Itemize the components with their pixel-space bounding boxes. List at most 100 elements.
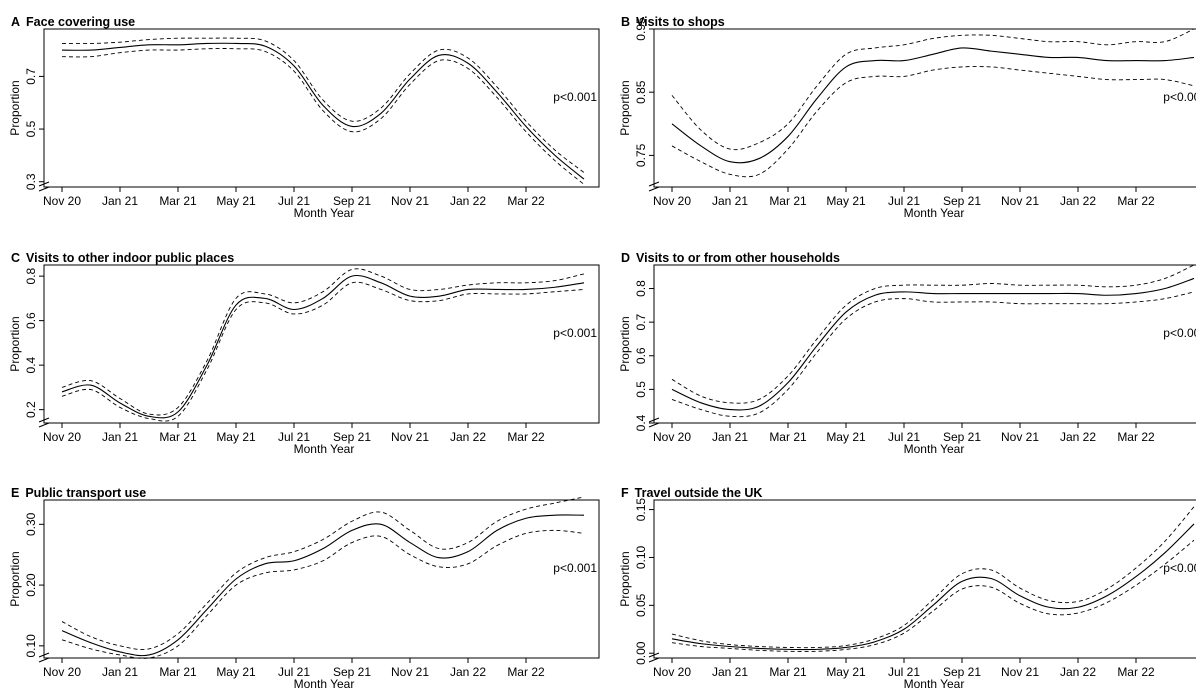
- y-tick-label: 0.8: [24, 267, 38, 284]
- x-tick-label: Jul 21: [888, 430, 920, 444]
- panel-title-text: Travel outside the UK: [635, 486, 763, 500]
- x-tick-label: Jan 21: [102, 430, 138, 444]
- panel-e: E Public transport use 0.10 0.20 0.30 Nov 20 J…: [8, 486, 600, 691]
- series-line-upper: [61, 268, 585, 416]
- x-tick-label: Mar 22: [507, 665, 545, 679]
- y-axis-title: Proportion: [618, 551, 632, 606]
- panel-f: F Travel outside the UK 0.00 0.05 0.10 0.15 No…: [618, 486, 1196, 691]
- y-tick-label: 0.3: [24, 173, 38, 190]
- x-tick-label: Jan 22: [450, 194, 486, 208]
- series-line-estimate: [61, 42, 585, 180]
- plot-frame: [653, 264, 1196, 424]
- x-tick-label: Sep 21: [943, 665, 981, 679]
- y-tick-label: 0.10: [24, 634, 38, 658]
- x-tick-label: Mar 22: [1117, 430, 1155, 444]
- x-tick-label: Nov 20: [653, 194, 691, 208]
- y-tick-label: 0.8: [634, 280, 648, 297]
- series-line-estimate: [671, 523, 1195, 651]
- series-line-estimate: [671, 277, 1195, 411]
- p-value-annotation: p<0.001: [553, 561, 597, 575]
- x-tick-label: May 21: [826, 430, 866, 444]
- x-tick-label: Mar 21: [769, 430, 807, 444]
- x-tick-label: Jan 21: [712, 665, 748, 679]
- panel-letter: A: [11, 15, 20, 29]
- axis-break-mark: [648, 652, 660, 663]
- panel-a: A Face covering use 0.3 0.5 0.7 Nov 20 Jan 21 M…: [8, 15, 600, 220]
- panel-title: D Visits to or from other households: [621, 251, 840, 265]
- plot-frame: [43, 499, 600, 659]
- x-tick-label: Mar 22: [1117, 665, 1155, 679]
- x-tick-label: Jan 22: [450, 430, 486, 444]
- y-tick-label: 0.15: [634, 498, 648, 522]
- y-tick-label: 0.20: [24, 573, 38, 597]
- x-tick-label: Nov 20: [653, 665, 691, 679]
- x-tick-label: Jan 21: [712, 430, 748, 444]
- x-tick-label: Jan 22: [1060, 430, 1096, 444]
- x-tick-label: Jul 21: [888, 194, 920, 208]
- p-value-annotation: p<0.001: [553, 90, 597, 104]
- x-axis-title: Month Year: [904, 442, 965, 456]
- series-line-lower: [61, 529, 585, 659]
- axis-break-mark: [648, 417, 660, 428]
- y-tick-label: 0.2: [24, 401, 38, 418]
- x-axis-title: Month Year: [294, 206, 355, 220]
- panel-letter: F: [621, 486, 629, 500]
- series-line-upper: [61, 496, 585, 650]
- y-axis-title: Proportion: [8, 316, 22, 371]
- y-tick-label: 0.7: [24, 68, 38, 85]
- x-tick-label: Jan 22: [450, 665, 486, 679]
- plot-frame: [43, 264, 600, 424]
- y-tick-label: 0.6: [24, 312, 38, 329]
- axis-break-mark: [38, 417, 50, 428]
- series-line-upper: [61, 37, 585, 173]
- x-tick-label: Sep 21: [943, 430, 981, 444]
- panel-title-text: Public transport use: [25, 486, 146, 500]
- y-tick-label: 0.85: [634, 80, 648, 104]
- panel-title-text: Visits to or from other households: [636, 251, 840, 265]
- series-line-upper: [671, 264, 1195, 404]
- series-line-estimate: [61, 274, 585, 419]
- x-tick-label: Jan 22: [1060, 665, 1096, 679]
- x-tick-label: Mar 21: [159, 665, 197, 679]
- series-line-upper: [671, 28, 1195, 151]
- y-axis-title: Proportion: [8, 551, 22, 606]
- x-tick-label: Jan 21: [712, 194, 748, 208]
- x-tick-label: Nov 21: [1001, 430, 1039, 444]
- x-tick-label: Sep 21: [333, 665, 371, 679]
- x-tick-label: Mar 21: [159, 430, 197, 444]
- y-axis-title: Proportion: [618, 80, 632, 135]
- panel-title: B Visits to shops: [621, 15, 725, 29]
- y-tick-label: 0.05: [634, 593, 648, 617]
- y-tick-label: 0.75: [634, 143, 648, 167]
- axis-break-mark: [38, 181, 50, 192]
- panel-title-text: Visits to other indoor public places: [26, 251, 234, 265]
- x-tick-label: Nov 21: [391, 430, 429, 444]
- y-tick-label: 0.7: [634, 313, 648, 330]
- panel-title: A Face covering use: [11, 15, 135, 29]
- series-line-estimate: [671, 47, 1195, 164]
- x-tick-label: Nov 20: [653, 430, 691, 444]
- x-tick-label: May 21: [216, 194, 256, 208]
- x-tick-label: Jul 21: [278, 665, 310, 679]
- series-line-lower: [671, 539, 1195, 652]
- panel-letter: D: [621, 251, 630, 265]
- x-tick-label: Nov 21: [1001, 665, 1039, 679]
- x-tick-label: Jul 21: [278, 194, 310, 208]
- series-line-lower: [61, 48, 585, 185]
- y-tick-label: 0.00: [634, 641, 648, 665]
- y-tick-label: 0.6: [634, 347, 648, 364]
- plot-frame: [653, 28, 1196, 188]
- x-tick-label: Mar 22: [507, 194, 545, 208]
- y-tick-label: 0.95: [634, 17, 648, 41]
- p-value-annotation: p<0.001: [1163, 90, 1196, 104]
- x-tick-label: Jul 21: [278, 430, 310, 444]
- panel-title: E Public transport use: [11, 486, 146, 500]
- plot-frame: [43, 28, 600, 188]
- x-tick-label: Jan 21: [102, 665, 138, 679]
- x-tick-label: Mar 22: [507, 430, 545, 444]
- panel-letter: B: [621, 15, 630, 29]
- panel-title: F Travel outside the UK: [621, 486, 762, 500]
- x-tick-label: May 21: [826, 665, 866, 679]
- p-value-annotation: p<0.001: [1163, 561, 1196, 575]
- panel-letter: C: [11, 251, 20, 265]
